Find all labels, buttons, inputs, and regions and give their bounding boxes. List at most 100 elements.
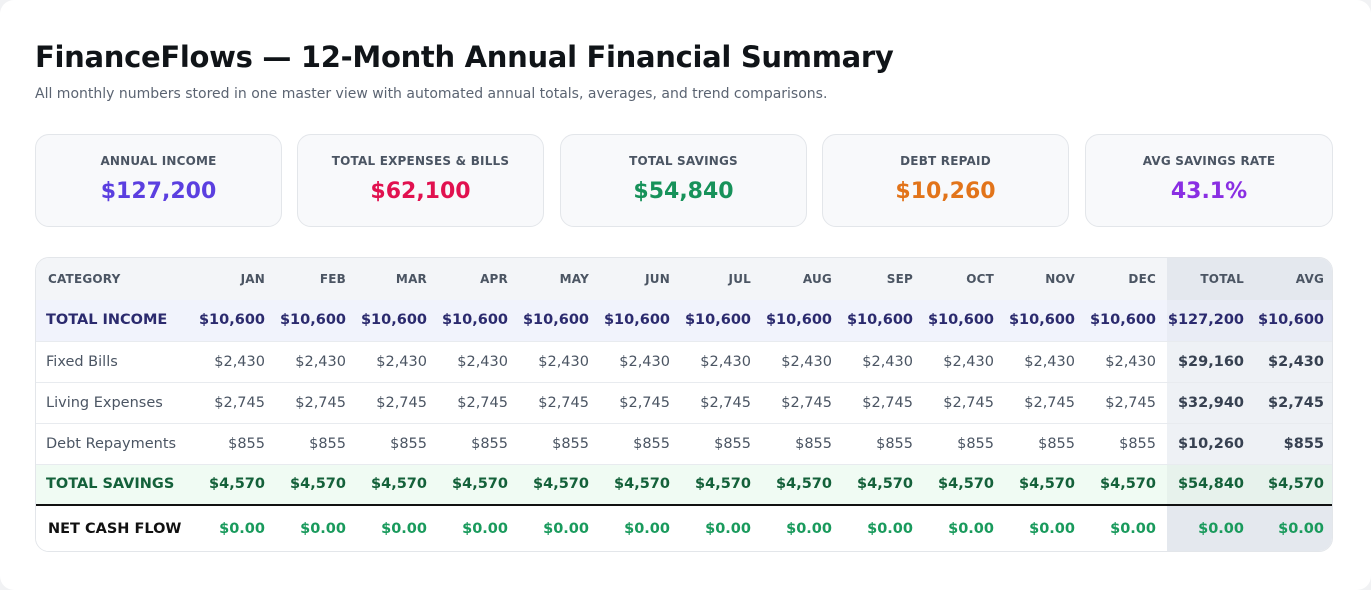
month-cell: $0.00 bbox=[357, 505, 438, 551]
month-cell: $10,600 bbox=[924, 300, 1005, 342]
column-header-jan: JAN bbox=[196, 258, 276, 300]
table-row-total-income: TOTAL INCOME $10,600 $10,600 $10,600 $10,600… bbox=[36, 300, 1332, 342]
month-cell: $2,430 bbox=[1005, 341, 1086, 383]
month-cell: $0.00 bbox=[519, 505, 600, 551]
table-row-net-cash-flow: NET CASH FLOW $0.00 $0.00 $0.00 $0.00 $0.00 $0… bbox=[36, 505, 1332, 551]
month-cell: $2,745 bbox=[681, 382, 762, 424]
table-row-total-savings: TOTAL SAVINGS $4,570 $4,570 $4,570 $4,570 $4,… bbox=[36, 464, 1332, 506]
month-cell: $2,745 bbox=[843, 382, 924, 424]
kpi-label: DEBT REPAID bbox=[900, 154, 991, 168]
month-cell: $2,430 bbox=[924, 341, 1005, 383]
month-cell: $855 bbox=[1086, 423, 1167, 465]
kpi-label: TOTAL EXPENSES & BILLS bbox=[331, 154, 510, 168]
month-cell: $855 bbox=[196, 423, 276, 465]
month-cell: $2,745 bbox=[762, 382, 843, 424]
kpi-value: 43.1% bbox=[1170, 179, 1248, 204]
column-header-avg: AVG bbox=[1255, 258, 1332, 300]
column-header-nov: NOV bbox=[1005, 258, 1086, 300]
column-header-aug: AUG bbox=[762, 258, 843, 300]
kpi-value: $10,260 bbox=[895, 179, 996, 204]
month-cell: $855 bbox=[762, 423, 843, 465]
month-cell: $4,570 bbox=[1086, 464, 1167, 506]
month-cell: $2,745 bbox=[438, 382, 519, 424]
total-cell: $54,840 bbox=[1167, 464, 1255, 506]
month-cell: $2,430 bbox=[196, 341, 276, 383]
month-cell: $4,570 bbox=[600, 464, 681, 506]
kpi-card-avg-savings-rate: AVG SAVINGS RATE 43.1% bbox=[1085, 134, 1333, 227]
month-cell: $4,570 bbox=[196, 464, 276, 506]
month-cell: $2,745 bbox=[1086, 382, 1167, 424]
column-header-jun: JUN bbox=[600, 258, 681, 300]
column-header-mar: MAR bbox=[357, 258, 438, 300]
column-header-apr: APR bbox=[438, 258, 519, 300]
total-cell: $10,260 bbox=[1167, 423, 1255, 465]
month-cell: $10,600 bbox=[681, 300, 762, 342]
avg-cell: $4,570 bbox=[1255, 464, 1332, 506]
month-cell: $855 bbox=[924, 423, 1005, 465]
row-label: TOTAL SAVINGS bbox=[36, 464, 196, 506]
month-cell: $2,430 bbox=[600, 341, 681, 383]
table-row-fixed-bills: Fixed Bills $2,430 $2,430 $2,430 $2,430 $2,43… bbox=[36, 341, 1332, 383]
avg-cell: $2,745 bbox=[1255, 382, 1332, 424]
row-label: Fixed Bills bbox=[36, 341, 196, 383]
month-cell: $4,570 bbox=[1005, 464, 1086, 506]
month-cell: $855 bbox=[357, 423, 438, 465]
page-subtitle: All monthly numbers stored in one master… bbox=[35, 86, 828, 102]
month-cell: $4,570 bbox=[681, 464, 762, 506]
avg-cell: $10,600 bbox=[1255, 300, 1332, 342]
column-header-may: MAY bbox=[519, 258, 600, 300]
row-label: Debt Repayments bbox=[36, 423, 196, 465]
month-cell: $855 bbox=[438, 423, 519, 465]
month-cell: $855 bbox=[600, 423, 681, 465]
kpi-label: ANNUAL INCOME bbox=[100, 154, 217, 168]
kpi-label: AVG SAVINGS RATE bbox=[1142, 154, 1276, 168]
month-cell: $0.00 bbox=[600, 505, 681, 551]
month-cell: $10,600 bbox=[196, 300, 276, 342]
table-row-living-expenses: Living Expenses $2,745 $2,745 $2,745 $2,745 $… bbox=[36, 382, 1332, 424]
month-cell: $2,745 bbox=[600, 382, 681, 424]
column-header-jul: JUL bbox=[681, 258, 762, 300]
month-cell: $2,745 bbox=[357, 382, 438, 424]
column-header-total: TOTAL bbox=[1167, 258, 1255, 300]
month-cell: $855 bbox=[681, 423, 762, 465]
kpi-value: $54,840 bbox=[633, 179, 734, 204]
page-title: FinanceFlows — 12-Month Annual Financial… bbox=[35, 40, 894, 74]
column-header-dec: DEC bbox=[1086, 258, 1167, 300]
month-cell: $2,430 bbox=[1086, 341, 1167, 383]
kpi-card-total-expenses: TOTAL EXPENSES & BILLS $62,100 bbox=[297, 134, 544, 227]
total-cell: $127,200 bbox=[1167, 300, 1255, 342]
month-cell: $0.00 bbox=[1086, 505, 1167, 551]
annual-summary-table-container: CATEGORY JAN FEB MAR APR MAY JUN JUL AUG SEP OCT NO… bbox=[35, 257, 1333, 552]
annual-summary-table: CATEGORY JAN FEB MAR APR MAY JUN JUL AUG SEP OCT NO… bbox=[36, 258, 1332, 551]
month-cell: $0.00 bbox=[276, 505, 357, 551]
kpi-label: TOTAL SAVINGS bbox=[629, 154, 738, 168]
month-cell: $0.00 bbox=[843, 505, 924, 551]
kpi-cards: ANNUAL INCOME $127,200 TOTAL EXPENSES & … bbox=[35, 134, 1333, 227]
avg-cell: $2,430 bbox=[1255, 341, 1332, 383]
month-cell: $4,570 bbox=[357, 464, 438, 506]
month-cell: $0.00 bbox=[681, 505, 762, 551]
month-cell: $4,570 bbox=[843, 464, 924, 506]
month-cell: $4,570 bbox=[438, 464, 519, 506]
table-header: CATEGORY JAN FEB MAR APR MAY JUN JUL AUG SEP OCT NO… bbox=[36, 258, 1332, 300]
column-header-oct: OCT bbox=[924, 258, 1005, 300]
kpi-card-debt-repaid: DEBT REPAID $10,260 bbox=[822, 134, 1069, 227]
month-cell: $2,430 bbox=[438, 341, 519, 383]
month-cell: $2,430 bbox=[357, 341, 438, 383]
month-cell: $10,600 bbox=[843, 300, 924, 342]
month-cell: $2,430 bbox=[843, 341, 924, 383]
total-cell: $0.00 bbox=[1167, 505, 1255, 551]
kpi-value: $127,200 bbox=[100, 179, 217, 204]
month-cell: $2,745 bbox=[519, 382, 600, 424]
month-cell: $0.00 bbox=[196, 505, 276, 551]
row-label: Living Expenses bbox=[36, 382, 196, 424]
month-cell: $2,430 bbox=[762, 341, 843, 383]
total-cell: $32,940 bbox=[1167, 382, 1255, 424]
month-cell: $0.00 bbox=[762, 505, 843, 551]
column-header-category: CATEGORY bbox=[36, 258, 196, 300]
month-cell: $10,600 bbox=[357, 300, 438, 342]
month-cell: $10,600 bbox=[438, 300, 519, 342]
month-cell: $10,600 bbox=[1086, 300, 1167, 342]
month-cell: $4,570 bbox=[762, 464, 843, 506]
